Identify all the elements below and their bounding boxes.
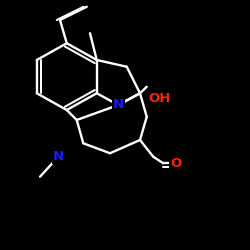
Text: OH: OH <box>148 92 171 105</box>
Text: O: O <box>170 157 181 170</box>
Text: N: N <box>113 98 124 112</box>
Text: N: N <box>53 150 64 163</box>
